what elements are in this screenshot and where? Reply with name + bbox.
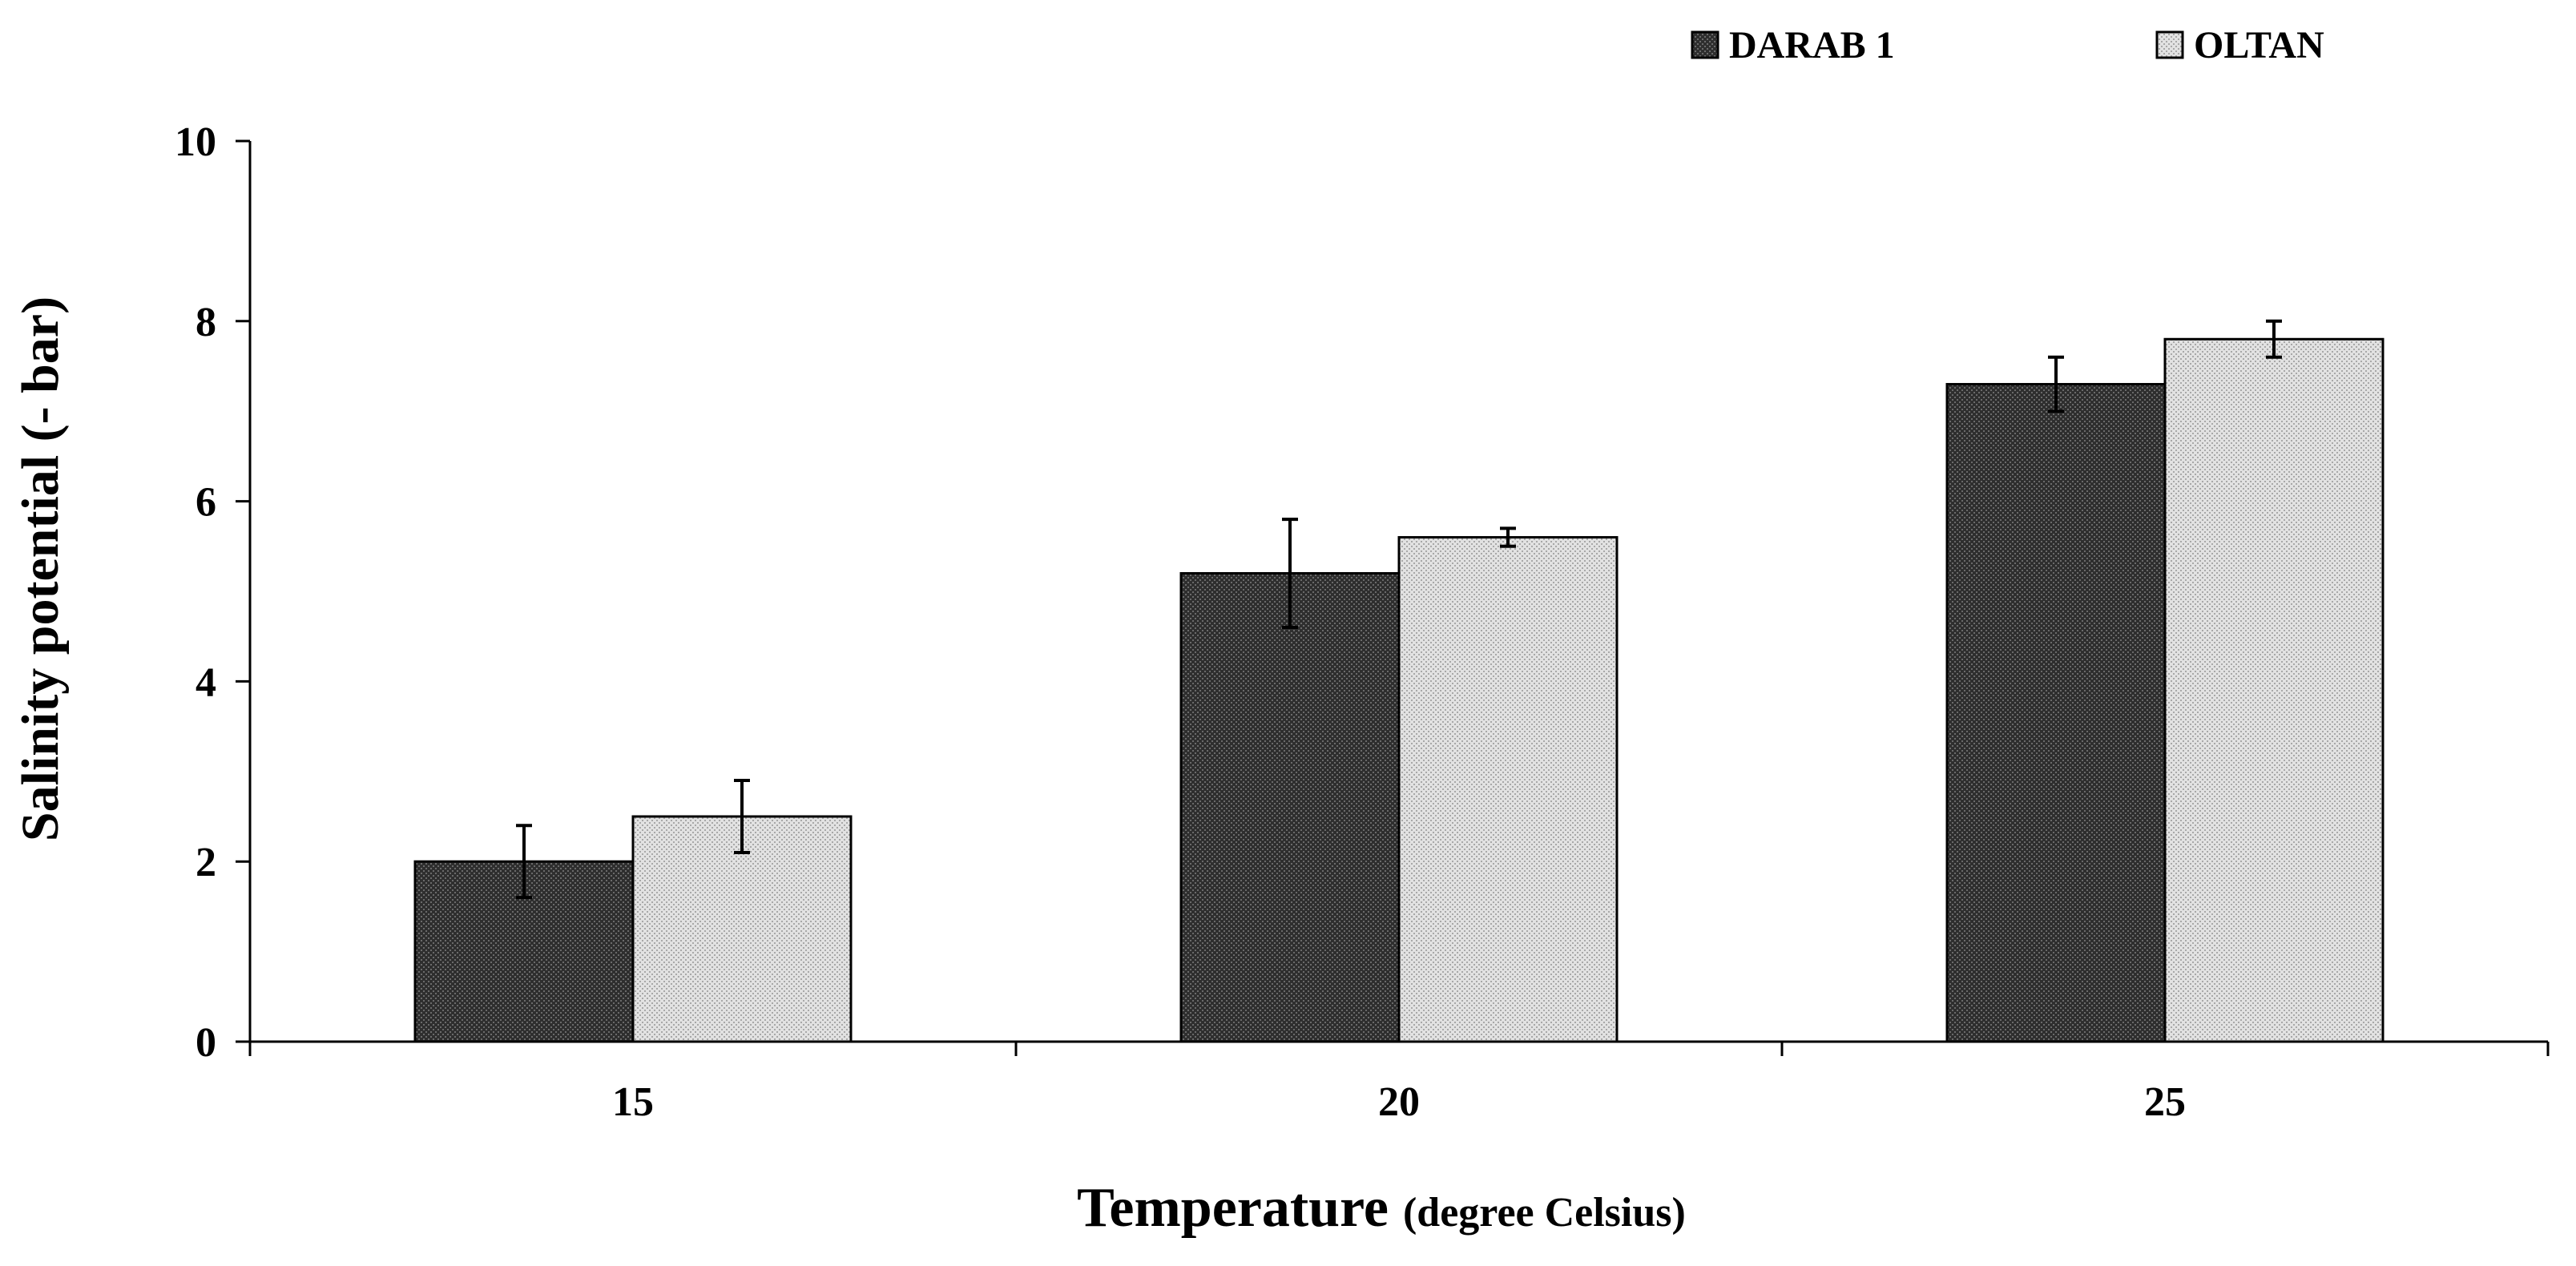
- x-axis-title-main: Temperature: [1077, 1177, 1389, 1239]
- x-tick-label-25: 25: [2144, 1079, 2186, 1125]
- x-axis-title-unit: (degree Celsius): [1403, 1190, 1686, 1236]
- y-tick-label-4: 4: [196, 659, 216, 705]
- legend-label-darab1: DARAB 1: [1729, 24, 1895, 67]
- y-tick-label-10: 10: [175, 119, 216, 165]
- x-tick-label-20: 20: [1378, 1079, 1420, 1125]
- y-tick-label-6: 6: [196, 480, 216, 526]
- plot-area: 15 20 25 0 2 4 6 8 10: [175, 119, 2550, 1125]
- y-tick-label-8: 8: [196, 300, 216, 345]
- legend: DARAB 1 OLTAN: [1691, 24, 2324, 67]
- y-axis-title: Salinity potential (- bar): [11, 296, 70, 841]
- legend-swatch-oltan: [2155, 30, 2184, 59]
- bar-darab1-20: [1179, 572, 1401, 1043]
- legend-swatch-darab1: [1691, 30, 1719, 59]
- bar-darab1-25: [1945, 382, 2167, 1043]
- y-tick-label-0: 0: [196, 1020, 216, 1066]
- legend-label-oltan: OLTAN: [2194, 24, 2324, 67]
- y-tick-label-2: 2: [196, 840, 216, 885]
- x-axis-title: Temperature (degree Celsius): [1077, 1177, 1686, 1239]
- x-tick-label-15: 15: [612, 1079, 654, 1125]
- bar-oltan-20: [1397, 536, 1619, 1043]
- bar-oltan-25: [2163, 337, 2385, 1043]
